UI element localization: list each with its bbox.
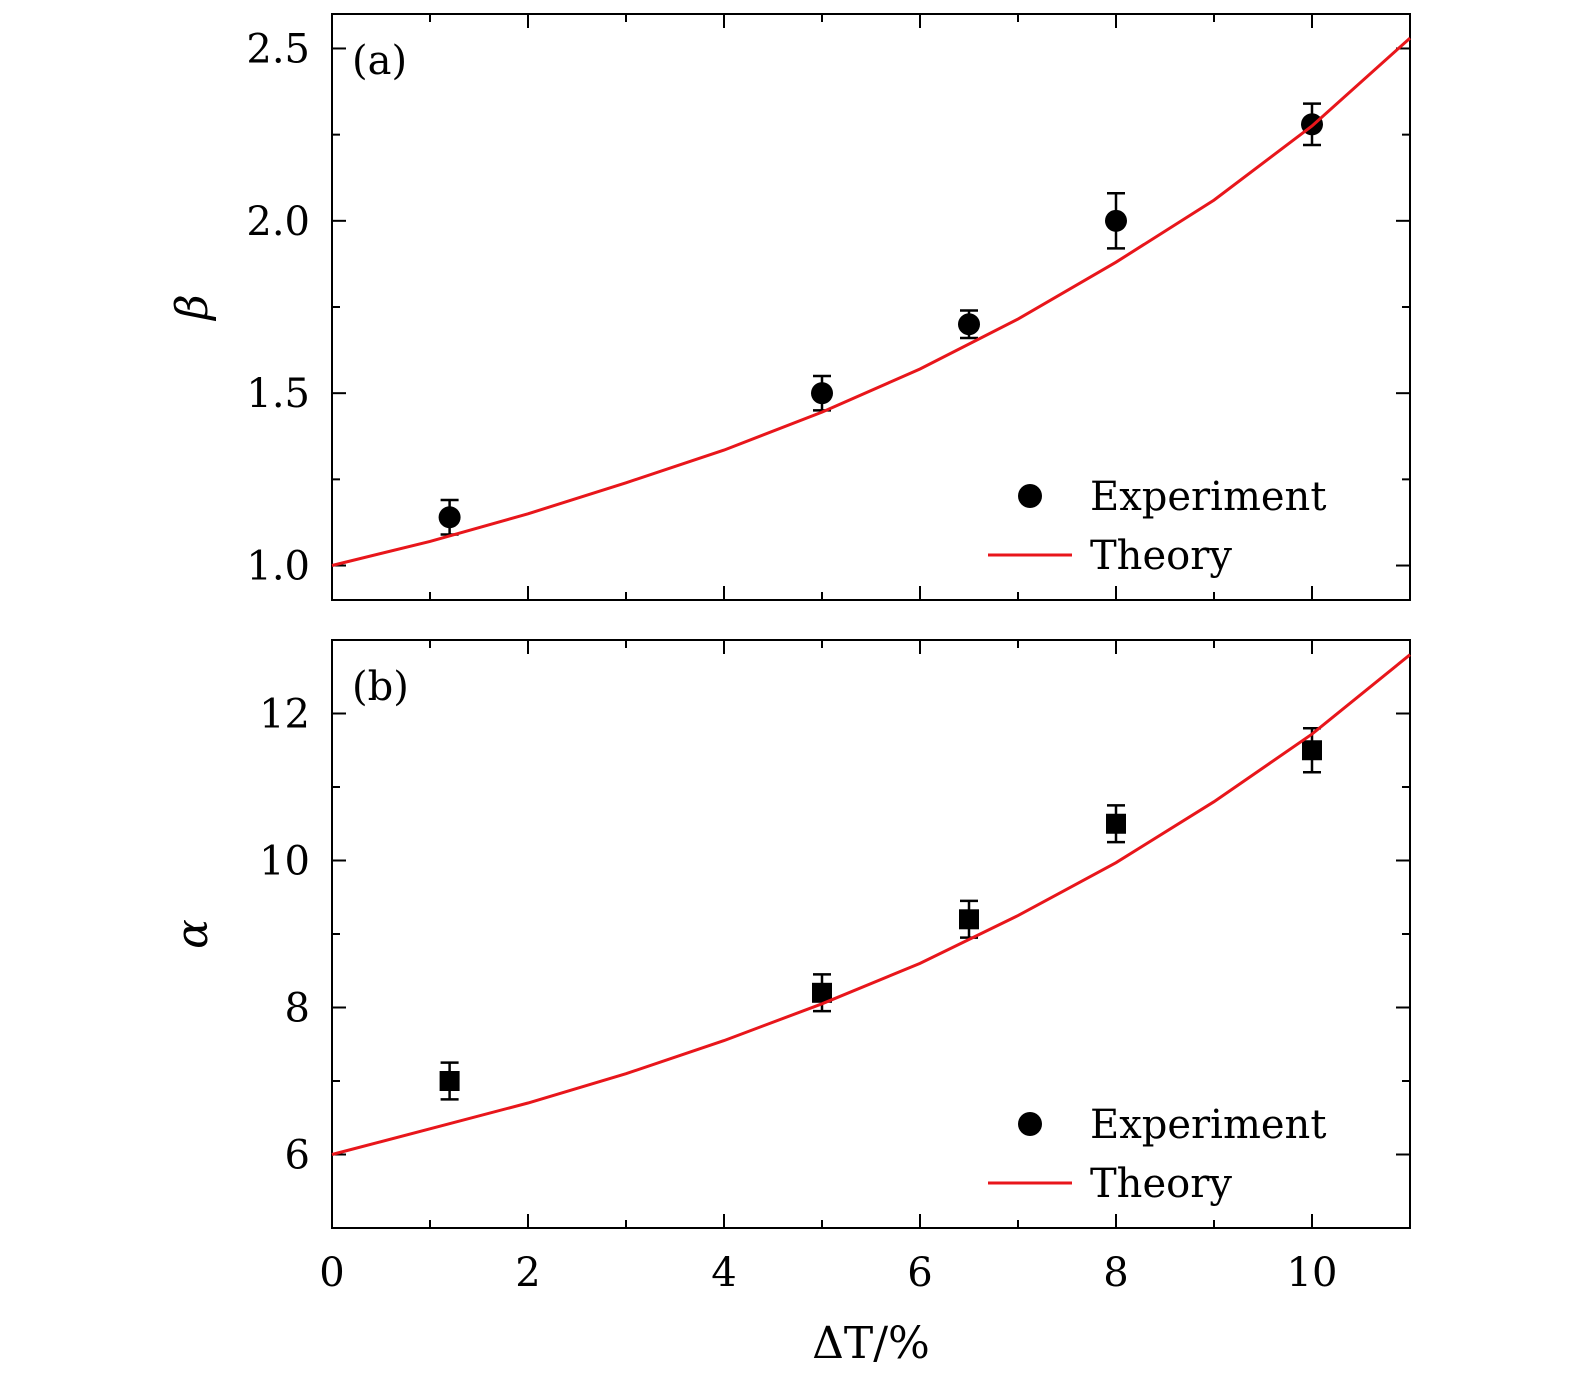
x-tick-label: 8 bbox=[1103, 1250, 1128, 1296]
legend-label: Theory bbox=[1090, 1161, 1232, 1207]
panel-a: 1.0 1.5 2.0 2.5 β (a) Experiment Theory bbox=[167, 13, 1412, 601]
y-tick-label: 10 bbox=[259, 839, 310, 885]
x-tick-label: 10 bbox=[1287, 1250, 1338, 1296]
legend-label: Experiment bbox=[1090, 1102, 1326, 1148]
legend-label: Experiment bbox=[1090, 474, 1326, 520]
data-point bbox=[1302, 740, 1322, 761]
x-tick-label: 2 bbox=[515, 1250, 540, 1296]
legend-marker-swatch bbox=[1018, 484, 1042, 508]
y-axis-title: β bbox=[167, 294, 218, 321]
data-point bbox=[811, 382, 833, 405]
panel-b: 6 8 10 12 0 2 4 6 8 10 α ΔT/% (b) Experiment Theory bbox=[167, 639, 1411, 1369]
theory-line bbox=[331, 36, 1412, 567]
x-axis-title: ΔT/% bbox=[812, 1318, 930, 1369]
y-tick-label: 1.0 bbox=[246, 544, 310, 590]
data-point bbox=[438, 506, 461, 529]
y-tick-label: 12 bbox=[259, 692, 310, 738]
theory-line bbox=[331, 653, 1411, 1156]
y-tick-label: 1.5 bbox=[246, 371, 310, 417]
data-point bbox=[1106, 813, 1126, 834]
panel-label: (b) bbox=[352, 664, 409, 710]
x-tick-label: 4 bbox=[711, 1250, 736, 1296]
data-point bbox=[439, 1071, 460, 1091]
data-point bbox=[812, 982, 832, 1003]
panel-label: (a) bbox=[352, 38, 407, 84]
y-tick-label: 2.5 bbox=[246, 26, 310, 72]
x-tick-label: 6 bbox=[907, 1250, 932, 1296]
y-tick-label: 6 bbox=[285, 1133, 310, 1179]
legend-label: Theory bbox=[1090, 533, 1232, 579]
data-point bbox=[958, 313, 980, 336]
legend-marker-swatch bbox=[1018, 1112, 1042, 1136]
data-point bbox=[1105, 209, 1127, 232]
data-point bbox=[959, 909, 979, 930]
y-tick-label: 2.0 bbox=[246, 199, 310, 245]
x-tick-label: 0 bbox=[319, 1250, 344, 1296]
y-tick-label: 8 bbox=[285, 986, 310, 1032]
y-axis-title: α bbox=[167, 919, 218, 949]
